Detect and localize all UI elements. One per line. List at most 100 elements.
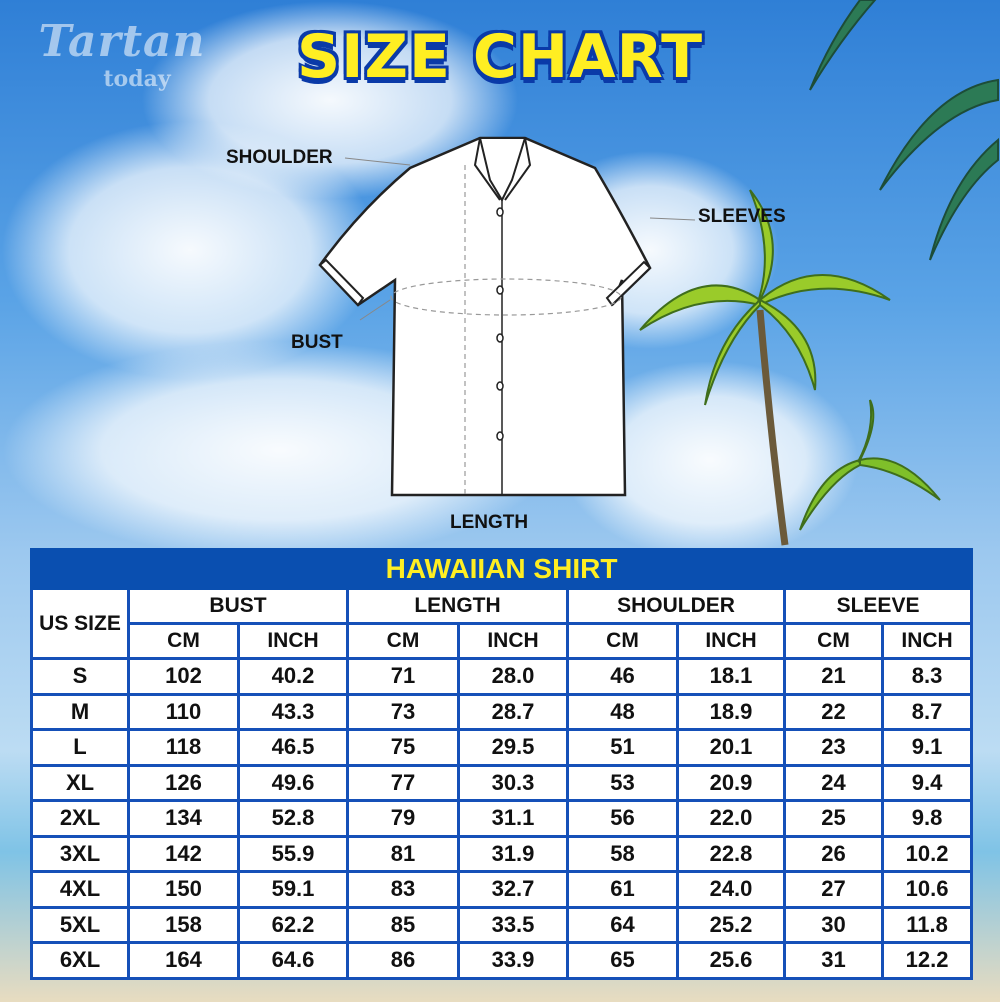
brand-logo: Tartan today [22,16,222,93]
value-cell: 53 [566,763,679,802]
logo-text: Tartan [38,16,206,67]
value-cell: 56 [566,799,679,838]
table-row: 4XL 150 59.1 83 32.7 61 24.0 27 10.6 [30,870,974,909]
value-cell: 77 [346,763,460,802]
unit-header: INCH [676,622,786,660]
header-us-size: US SIZE [30,587,130,660]
value-cell: 9.4 [880,763,974,802]
value-cell: 31 [783,941,884,980]
label-length: LENGTH [450,512,529,533]
value-cell: 126 [127,763,240,802]
value-cell: 30 [783,905,884,944]
value-cell: 83 [346,870,460,909]
value-cell: 75 [346,728,460,767]
value-cell: 48 [566,692,679,731]
value-cell: 134 [127,799,240,838]
value-cell: 46 [566,657,679,696]
logo-subtext: today [103,66,171,92]
label-bust: BUST [291,332,343,353]
value-cell: 142 [127,834,240,873]
value-cell: 55.9 [237,834,349,873]
size-cell: XL [30,763,130,802]
value-cell: 21 [783,657,884,696]
value-cell: 31.9 [457,834,569,873]
value-cell: 8.7 [880,692,974,731]
value-cell: 40.2 [237,657,349,696]
unit-header: INCH [880,622,974,660]
value-cell: 33.5 [457,905,569,944]
size-cell: 4XL [30,870,130,909]
header-bust: BUST [127,587,349,625]
value-cell: 59.1 [237,870,349,909]
value-cell: 31.1 [457,799,569,838]
unit-header-row: CM INCH CM INCH CM INCH CM INCH [32,622,974,660]
value-cell: 10.6 [880,870,974,909]
value-cell: 110 [127,692,240,731]
size-cell: 2XL [30,799,130,838]
value-cell: 18.9 [676,692,786,731]
header-length: LENGTH [346,587,569,625]
value-cell: 25.6 [676,941,786,980]
value-cell: 11.8 [880,905,974,944]
size-cell: 3XL [30,834,130,873]
value-cell: 9.8 [880,799,974,838]
value-cell: 64.6 [237,941,349,980]
value-cell: 58 [566,834,679,873]
table-row: 6XL 164 64.6 86 33.9 65 25.6 31 12.2 [30,941,974,980]
value-cell: 164 [127,941,240,980]
value-cell: 158 [127,905,240,944]
value-cell: 20.1 [676,728,786,767]
unit-header: CM [346,622,460,660]
value-cell: 33.9 [457,941,569,980]
value-cell: 65 [566,941,679,980]
page-title: SIZE CHART [296,22,704,92]
table-row: 3XL 142 55.9 81 31.9 58 22.8 26 10.2 [30,834,974,873]
unit-header: CM [127,622,240,660]
value-cell: 71 [346,657,460,696]
table-row: 2XL 134 52.8 79 31.1 56 22.0 25 9.8 [30,799,974,838]
value-cell: 10.2 [880,834,974,873]
value-cell: 9.1 [880,728,974,767]
size-cell: S [30,657,130,696]
value-cell: 86 [346,941,460,980]
value-cell: 24 [783,763,884,802]
value-cell: 8.3 [880,657,974,696]
shirt-diagram [318,136,696,497]
unit-header: CM [566,622,679,660]
value-cell: 26 [783,834,884,873]
size-cell: 5XL [30,905,130,944]
value-cell: 20.9 [676,763,786,802]
size-cell: M [30,692,130,731]
value-cell: 85 [346,905,460,944]
value-cell: 62.2 [237,905,349,944]
value-cell: 29.5 [457,728,569,767]
value-cell: 12.2 [880,941,974,980]
size-chart-table: HAWAIIAN SHIRT US SIZE BUST LENGTH SHOUL… [29,548,974,980]
value-cell: 49.6 [237,763,349,802]
unit-header: INCH [237,622,349,660]
value-cell: 43.3 [237,692,349,731]
size-cell: L [30,728,130,767]
value-cell: 24.0 [676,870,786,909]
value-cell: 30.3 [457,763,569,802]
value-cell: 22.0 [676,799,786,838]
value-cell: 51 [566,728,679,767]
header-sleeve: SLEEVE [782,587,974,625]
value-cell: 73 [346,692,460,731]
value-cell: 27 [783,870,884,909]
value-cell: 46.5 [237,728,349,767]
label-sleeves: SLEEVES [698,206,786,227]
unit-header: CM [783,622,884,660]
value-cell: 118 [127,728,240,767]
value-cell: 61 [566,870,679,909]
value-cell: 32.7 [457,870,569,909]
label-shoulder: SHOULDER [226,147,333,168]
value-cell: 28.7 [457,692,569,731]
table-row: L 118 46.5 75 29.5 51 20.1 23 9.1 [30,728,974,767]
table-row: 5XL 158 62.2 85 33.5 64 25.2 30 11.8 [30,905,974,944]
unit-header: INCH [457,622,569,660]
value-cell: 102 [127,657,240,696]
value-cell: 64 [566,905,679,944]
value-cell: 25.2 [676,905,786,944]
